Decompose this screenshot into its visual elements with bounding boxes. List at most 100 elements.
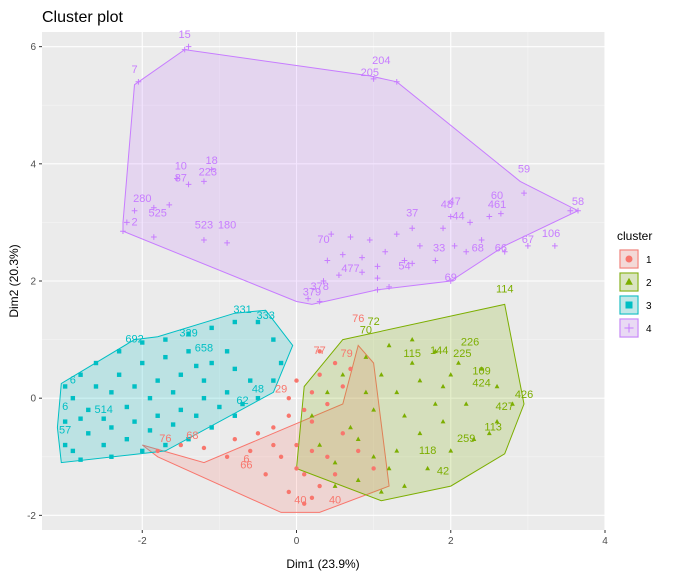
cluster-4-point <box>174 175 180 182</box>
cluster-3-point-label: 514 <box>95 404 113 416</box>
cluster-1-point-label: 76 <box>159 433 171 445</box>
cluster-4-point-label: 280 <box>133 193 151 205</box>
cluster-4-point <box>224 240 230 246</box>
cluster-3-point <box>170 390 176 395</box>
cluster-1-point <box>309 495 315 500</box>
cluster-2-point-label: 115 <box>403 348 421 360</box>
cluster-3-point <box>163 337 168 342</box>
cluster-3-point <box>209 425 214 430</box>
cluster-3-point <box>109 425 114 430</box>
cluster-4-point <box>339 251 346 258</box>
cluster-3-point <box>194 363 199 369</box>
cluster-3-point-label: 658 <box>195 342 213 354</box>
cluster-3-point <box>70 448 76 454</box>
cluster-1-point <box>294 378 299 383</box>
cluster-4-point <box>467 219 473 226</box>
cluster-2-point <box>432 401 438 406</box>
cluster-4-point <box>393 231 400 237</box>
cluster-2-point <box>456 360 461 365</box>
cluster-4-point <box>336 272 342 279</box>
legend-item-label: 1 <box>646 255 652 266</box>
cluster-1-point <box>155 448 160 454</box>
cluster-3-point <box>170 422 176 427</box>
cluster-4-point <box>166 201 173 208</box>
cluster-2-point <box>486 430 492 436</box>
cluster-4-point-label: 15 <box>179 29 191 41</box>
cluster-1-point-label: 77 <box>314 345 326 357</box>
cluster-1-point <box>309 448 315 454</box>
cluster-2-point-label: 109 <box>472 366 490 378</box>
cluster-4-point <box>305 295 311 302</box>
cluster-4-point <box>324 257 331 264</box>
cluster-2-point-label: 144 <box>430 345 448 357</box>
cluster-2-point-label: 113 <box>484 421 502 433</box>
cluster-4-point <box>120 228 126 235</box>
cluster-4-point-label: 523 <box>195 219 213 231</box>
cluster-3-point <box>70 395 76 401</box>
cluster-1-point <box>340 431 345 436</box>
cluster-3-point <box>271 337 276 342</box>
cluster-3-point <box>178 407 184 413</box>
cluster-2-point <box>402 483 407 488</box>
cluster-2-point-label: 424 <box>472 377 490 389</box>
cluster-4-point <box>347 234 354 240</box>
cluster-4-point-label: 205 <box>361 67 379 79</box>
cluster-1-point <box>224 454 230 459</box>
legend-keys: 1 2 3 4 <box>619 249 652 338</box>
cluster-3-point <box>255 319 261 325</box>
cluster-1-point-label: 79 <box>341 348 353 360</box>
cluster-1-point <box>309 390 315 395</box>
cluster-2-point <box>402 413 407 418</box>
legend-item-label: 4 <box>646 324 652 335</box>
cluster-4-point-label: 37 <box>406 208 418 220</box>
cluster-2-point <box>417 377 423 383</box>
cluster-2-point <box>440 383 446 389</box>
cluster-2-point-label: 427 <box>496 401 514 413</box>
cluster-2-point <box>378 489 384 494</box>
cluster-4-point <box>409 225 416 232</box>
cluster-2-point <box>448 372 454 377</box>
cluster-2-point-label: 70 <box>360 325 372 337</box>
cluster-2-point <box>409 336 415 342</box>
cluster-4-point <box>382 248 389 255</box>
cluster-4-point-label: 59 <box>518 164 530 176</box>
cluster-2-point <box>340 372 346 377</box>
cluster-4-point <box>567 207 574 214</box>
cluster-3-point <box>101 416 106 421</box>
y-axis-ticks: -2 0 2 4 6 <box>27 42 42 522</box>
cluster-4-point <box>185 43 192 50</box>
cluster-2-point <box>510 401 515 406</box>
cluster-3-point <box>209 325 214 331</box>
cluster-2-point-label: 426 <box>515 389 533 401</box>
cluster-3-point <box>278 360 284 366</box>
chart-title: Cluster plot <box>42 9 123 26</box>
cluster-3-point <box>194 413 199 418</box>
cluster-1-point <box>232 436 238 442</box>
cluster-2-point <box>332 483 338 488</box>
cluster-1-point <box>325 401 330 407</box>
legend-item-label: 3 <box>646 301 652 312</box>
cluster-3-point <box>62 442 68 448</box>
cluster-3-point <box>209 360 214 366</box>
cluster-1-point <box>255 431 261 436</box>
cluster-4-point <box>486 213 493 220</box>
cluster-4-point <box>328 231 335 237</box>
cluster-3-point <box>155 413 160 418</box>
cluster-2-point <box>386 465 392 471</box>
cluster-2-point <box>471 436 477 441</box>
cluster-1-point <box>332 360 338 366</box>
cluster-1-point <box>201 445 207 451</box>
y-tick-label: 2 <box>30 277 36 288</box>
cluster-2-point <box>494 383 500 389</box>
cluster-1-point <box>317 349 322 354</box>
cluster-3-point <box>255 395 261 401</box>
cluster-3-point <box>186 349 191 354</box>
cluster-1-point-label: 76 <box>352 313 364 325</box>
cluster-4-point-label: 87 <box>175 172 187 184</box>
cluster-3-point <box>232 413 238 418</box>
legend-title: cluster <box>617 229 652 243</box>
cluster-3-point <box>163 354 168 360</box>
legend-key-circle-marker <box>625 255 633 263</box>
